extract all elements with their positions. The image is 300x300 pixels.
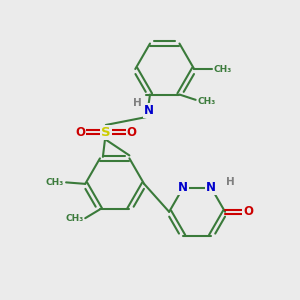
Text: H: H [133,98,142,108]
Text: CH₃: CH₃ [46,178,64,187]
Text: CH₃: CH₃ [65,214,84,223]
Text: O: O [75,126,85,139]
Text: CH₃: CH₃ [213,64,232,74]
Text: N: N [143,104,154,117]
Text: O: O [243,205,253,218]
Text: N: N [206,181,216,194]
Text: H: H [226,177,235,187]
Text: N: N [178,181,188,194]
Text: CH₃: CH₃ [197,97,215,106]
Text: S: S [101,126,111,139]
Text: O: O [127,126,136,139]
